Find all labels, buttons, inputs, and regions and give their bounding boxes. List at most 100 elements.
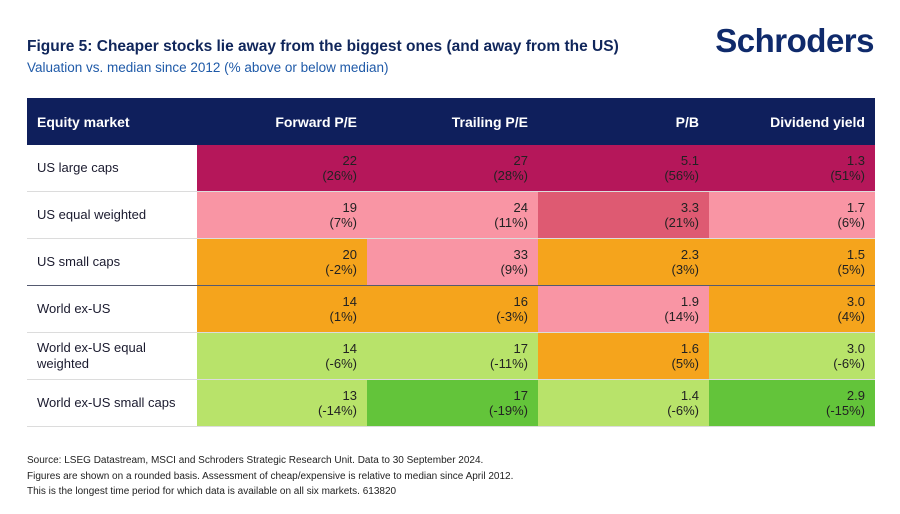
cell-forward-pe: 20 (-2%) [197, 238, 367, 286]
cell-value: 22 [342, 153, 357, 168]
cell-percent-vs-median: (-11%) [489, 356, 528, 371]
source-note-line: This is the longest time period for whic… [27, 486, 397, 497]
column-header-forward-pe: Forward P/E [197, 98, 367, 145]
cell-value: 19 [342, 200, 357, 215]
cell-percent-vs-median: (1%) [329, 309, 357, 324]
cell-percent-vs-median: (14%) [664, 309, 699, 324]
cell-trailing-pe: 17 (-19%) [367, 379, 538, 427]
cell-value: 1.9 [680, 294, 699, 309]
cell-percent-vs-median: (3%) [671, 262, 699, 277]
cell-value: 1.5 [846, 247, 865, 262]
cell-value: 14 [342, 341, 357, 356]
cell-value: 33 [513, 247, 528, 262]
cell-value: 13 [342, 388, 357, 403]
schroders-logo: Schroders [715, 22, 874, 59]
cell-trailing-pe: 16 (-3%) [367, 285, 538, 333]
row-label-market: US large caps [27, 145, 197, 192]
cell-value: 14 [342, 294, 357, 309]
cell-value: 24 [513, 200, 528, 215]
cell-percent-vs-median: (-6%) [833, 356, 865, 371]
table-row: World ex-US 14 (1%) 16 (-3%) 1.9 (14%) 3.0 (4%) [27, 285, 875, 333]
cell-percent-vs-median: (-14%) [317, 403, 357, 418]
cell-trailing-pe: 33 (9%) [367, 238, 538, 286]
cell-dividend-yield: 1.3 (51%) [709, 145, 875, 192]
row-label-market: US equal weighted [27, 191, 197, 239]
cell-pb: 1.6 (5%) [538, 332, 709, 380]
source-notes: Source: LSEG Datastream, MSCI and Schrod… [27, 453, 513, 500]
cell-value: 20 [342, 247, 357, 262]
cell-value: 1.4 [680, 388, 699, 403]
cell-forward-pe: 13 (-14%) [197, 379, 367, 427]
row-label-market: World ex-US equal weighted [27, 332, 197, 380]
cell-pb: 5.1 (56%) [538, 145, 709, 192]
cell-value: 16 [513, 294, 528, 309]
cell-value: 1.7 [846, 200, 865, 215]
figure-header: Figure 5: Cheaper stocks lie away from t… [27, 38, 707, 75]
cell-pb: 1.9 (14%) [538, 285, 709, 333]
cell-percent-vs-median: (26%) [322, 168, 357, 183]
cell-percent-vs-median: (-19%) [488, 403, 528, 418]
figure-subtitle: Valuation vs. median since 2012 (% above… [27, 60, 389, 75]
cell-value: 3.0 [846, 341, 865, 356]
cell-value: 1.3 [846, 153, 865, 168]
row-label-market: US small caps [27, 238, 197, 286]
cell-dividend-yield: 3.0 (4%) [709, 285, 875, 333]
column-header-equity-market: Equity market [27, 98, 197, 145]
cell-dividend-yield: 1.7 (6%) [709, 191, 875, 239]
cell-percent-vs-median: (6%) [837, 215, 865, 230]
cell-percent-vs-median: (28%) [493, 168, 528, 183]
cell-trailing-pe: 17 (-11%) [367, 332, 538, 380]
cell-percent-vs-median: (7%) [329, 215, 357, 230]
row-label-market: World ex-US [27, 285, 197, 333]
cell-percent-vs-median: (9%) [500, 262, 528, 277]
cell-forward-pe: 22 (26%) [197, 145, 367, 192]
cell-percent-vs-median: (56%) [664, 168, 699, 183]
figure-title: Figure 5: Cheaper stocks lie away from t… [27, 38, 619, 55]
cell-pb: 2.3 (3%) [538, 238, 709, 286]
cell-percent-vs-median: (-6%) [325, 356, 357, 371]
cell-value: 1.6 [680, 341, 699, 356]
row-label-market: World ex-US small caps [27, 379, 197, 427]
cell-forward-pe: 14 (1%) [197, 285, 367, 333]
cell-forward-pe: 14 (-6%) [197, 332, 367, 380]
cell-dividend-yield: 1.5 (5%) [709, 238, 875, 286]
cell-value: 3.3 [680, 200, 699, 215]
cell-percent-vs-median: (5%) [837, 262, 865, 277]
cell-dividend-yield: 2.9 (-15%) [709, 379, 875, 427]
cell-trailing-pe: 27 (28%) [367, 145, 538, 192]
cell-forward-pe: 19 (7%) [197, 191, 367, 239]
table-row: US small caps 20 (-2%) 33 (9%) 2.3 (3%) 1.5 (5%) [27, 238, 875, 286]
column-header-trailing-pe: Trailing P/E [367, 98, 538, 145]
table-header-row: Equity market Forward P/E Trailing P/E P… [27, 98, 875, 145]
column-header-pb: P/B [538, 98, 709, 145]
cell-value: 2.9 [846, 388, 865, 403]
column-header-dividend-yield: Dividend yield [709, 98, 875, 145]
cell-dividend-yield: 3.0 (-6%) [709, 332, 875, 380]
cell-percent-vs-median: (5%) [671, 356, 699, 371]
valuation-table: Equity market Forward P/E Trailing P/E P… [27, 98, 875, 427]
cell-value: 27 [513, 153, 528, 168]
cell-percent-vs-median: (51%) [830, 168, 865, 183]
cell-value: 17 [513, 388, 528, 403]
cell-value: 2.3 [680, 247, 699, 262]
source-note-line: Source: LSEG Datastream, MSCI and Schrod… [27, 455, 484, 466]
table-row: World ex-US small caps 13 (-14%) 17 (-19%) 1.… [27, 379, 875, 427]
cell-percent-vs-median: (-6%) [667, 403, 699, 418]
cell-percent-vs-median: (-2%) [325, 262, 357, 277]
cell-percent-vs-median: (11%) [494, 215, 528, 230]
cell-trailing-pe: 24 (11%) [367, 191, 538, 239]
table-body: US large caps 22 (26%) 27 (28%) 5.1 (56%) 1.3 (5… [27, 145, 875, 427]
cell-percent-vs-median: (4%) [837, 309, 865, 324]
cell-value: 5.1 [680, 153, 699, 168]
cell-value: 3.0 [846, 294, 865, 309]
cell-percent-vs-median: (21%) [664, 215, 699, 230]
table-row: US large caps 22 (26%) 27 (28%) 5.1 (56%) 1.3 (5… [27, 145, 875, 192]
cell-pb: 1.4 (-6%) [538, 379, 709, 427]
cell-percent-vs-median: (-3%) [496, 309, 528, 324]
table-row: US equal weighted 19 (7%) 24 (11%) 3.3 (21%) 1.… [27, 191, 875, 239]
cell-value: 17 [513, 341, 528, 356]
cell-percent-vs-median: (-15%) [825, 403, 865, 418]
cell-pb: 3.3 (21%) [538, 191, 709, 239]
source-note-line: Figures are shown on a rounded basis. As… [27, 470, 514, 482]
table-row: World ex-US equal weighted 14 (-6%) 17 (-11%… [27, 332, 875, 380]
